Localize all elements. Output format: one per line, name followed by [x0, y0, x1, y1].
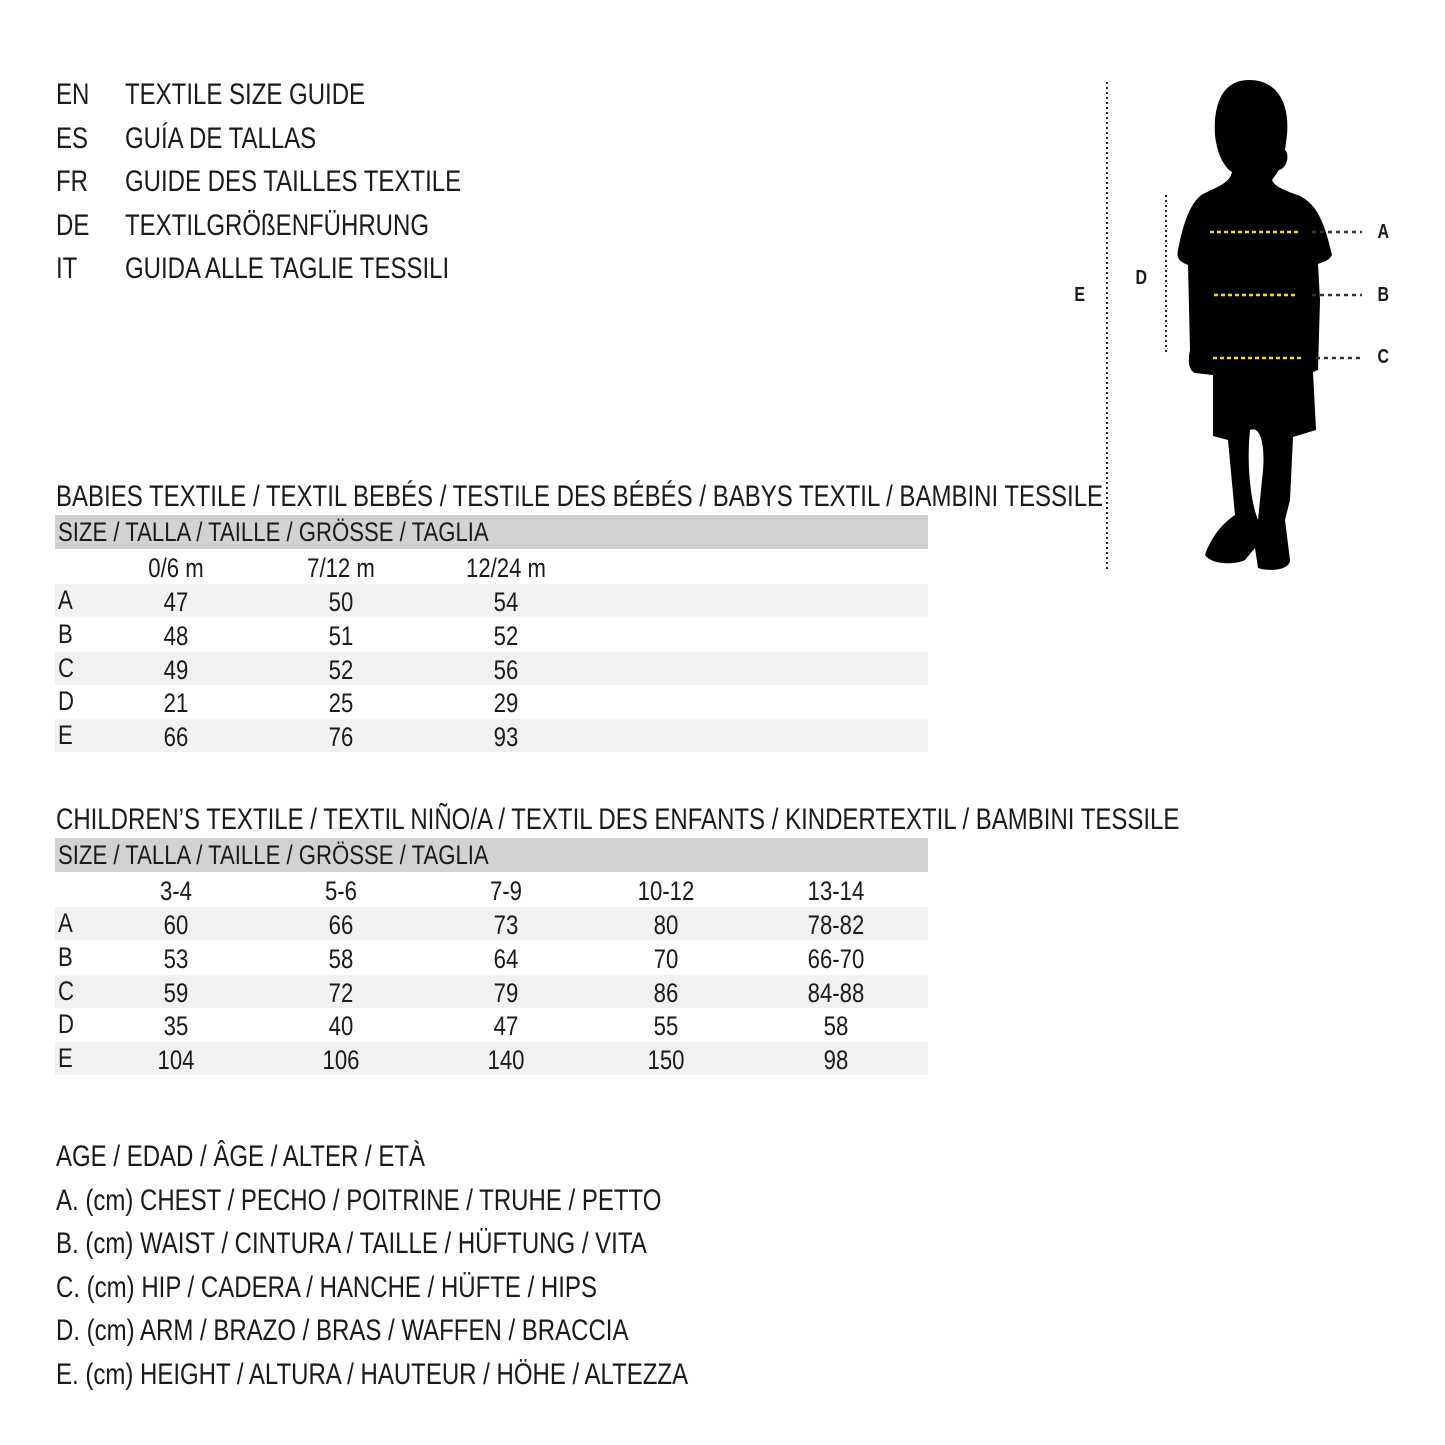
- label-b: B: [1377, 284, 1390, 306]
- table-cell: 35: [163, 1011, 189, 1042]
- table-cell: 93: [493, 722, 519, 753]
- column-header: 3-4: [159, 876, 193, 906]
- title-text: TEXTILE SIZE GUIDE: [125, 78, 366, 111]
- table-cell: 51: [328, 620, 354, 651]
- column-header: 7/12 m: [307, 553, 375, 583]
- table-cell: 40: [328, 1011, 354, 1042]
- row-label: B: [58, 618, 73, 649]
- language-code: ES: [56, 121, 89, 155]
- label-d: D: [1135, 267, 1148, 289]
- row-label: B: [58, 941, 73, 972]
- size-header-bar: [55, 515, 928, 549]
- table-cell: 106: [322, 1045, 360, 1076]
- row-label: C: [58, 652, 74, 683]
- row-label: E: [58, 720, 73, 751]
- table-cell: 66: [163, 722, 189, 753]
- table-cell: 58: [328, 943, 354, 974]
- table-cell: 48: [163, 620, 189, 651]
- table-cell: 29: [493, 688, 519, 719]
- size-label: SIZE / TALLA / TAILLE / GRÖSSE / TAGLIA: [58, 840, 489, 870]
- table-cell: 73: [493, 910, 519, 940]
- table-cell: 78-82: [807, 910, 865, 940]
- label-c: C: [1377, 346, 1390, 368]
- table-cell: 150: [647, 1045, 685, 1076]
- row-stripe: [55, 974, 928, 1008]
- row-label: E: [58, 1043, 73, 1074]
- row-stripe: [55, 1042, 928, 1076]
- size-header-bar: [55, 838, 928, 872]
- table-cell: 49: [163, 654, 189, 685]
- table-cell: 47: [493, 1011, 519, 1042]
- table-cell: 64: [493, 943, 519, 974]
- row-label: A: [58, 908, 73, 938]
- legend-item: D. (cm) ARM / BRAZO / BRAS / WAFFEN / BR…: [56, 1314, 629, 1347]
- legend-item: C. (cm) HIP / CADERA / HANCHE / HÜFTE / …: [56, 1270, 597, 1304]
- language-code: FR: [56, 165, 88, 198]
- table-cell: 104: [157, 1045, 195, 1076]
- table-cell: 66-70: [807, 943, 865, 974]
- column-header: 5-6: [324, 876, 358, 906]
- table-cell: 98: [823, 1045, 849, 1076]
- child-silhouette: [1177, 80, 1332, 570]
- label-a: A: [1377, 221, 1390, 243]
- table-cell: 25: [328, 688, 354, 719]
- row-stripe: [55, 719, 928, 753]
- table-cell: 21: [163, 688, 189, 719]
- legend-item: B. (cm) WAIST / CINTURA / TAILLE / HÜFTU…: [56, 1227, 647, 1260]
- table-cell: 52: [328, 654, 354, 685]
- row-stripe: [55, 907, 928, 940]
- section-heading: CHILDREN’S TEXTILE / TEXTIL NIÑO/A / TEX…: [56, 803, 1180, 836]
- table-cell: 84-88: [807, 977, 865, 1008]
- title-text: GUÍA DE TALLAS: [125, 121, 317, 155]
- row-label: D: [58, 1009, 74, 1040]
- table-cell: 56: [493, 654, 519, 685]
- legend-item: E. (cm) HEIGHT / ALTURA / HAUTEUR / HÖHE…: [56, 1357, 689, 1391]
- table-cell: 52: [493, 620, 519, 651]
- child-measurement-figure: [1106, 80, 1362, 570]
- title-text: TEXTILGRÖßENFÜHRUNG: [125, 208, 430, 242]
- column-header: 12/24 m: [465, 553, 547, 583]
- language-code: DE: [56, 208, 90, 242]
- table-cell: 72: [328, 977, 354, 1008]
- title-text: GUIDE DES TAILLES TEXTILE: [125, 165, 462, 198]
- row-label: D: [58, 686, 74, 717]
- row-stripe: [55, 651, 928, 685]
- legend-item: AGE / EDAD / ÂGE / ALTER / ETÀ: [56, 1140, 425, 1173]
- size-label: SIZE / TALLA / TAILLE / GRÖSSE / TAGLIA: [58, 517, 489, 547]
- table-cell: 66: [328, 910, 354, 940]
- language-code: EN: [56, 78, 90, 111]
- label-e: E: [1074, 284, 1086, 306]
- table-cell: 59: [163, 977, 189, 1008]
- column-header: 10-12: [637, 876, 695, 906]
- language-code: IT: [56, 252, 78, 285]
- table-cell: 50: [328, 587, 354, 617]
- table-cell: 140: [487, 1045, 525, 1076]
- table-cell: 76: [328, 722, 354, 753]
- table-cell: 47: [163, 587, 189, 617]
- column-header: 7-9: [489, 876, 523, 906]
- table-cell: 79: [493, 977, 519, 1008]
- row-stripe: [55, 584, 928, 617]
- table-cell: 58: [823, 1011, 849, 1042]
- table-cell: 86: [653, 977, 679, 1008]
- title-text: GUIDA ALLE TAGLIE TESSILI: [125, 252, 450, 285]
- table-cell: 55: [653, 1011, 679, 1042]
- section-heading: BABIES TEXTILE / TEXTIL BEBÉS / TESTILE …: [56, 480, 1104, 513]
- table-cell: 53: [163, 943, 189, 974]
- column-header: 0/6 m: [148, 553, 204, 583]
- row-label: A: [58, 585, 73, 615]
- table-cell: 80: [653, 910, 679, 940]
- row-label: C: [58, 975, 74, 1006]
- column-header: 13-14: [807, 876, 865, 906]
- table-cell: 70: [653, 943, 679, 974]
- table-cell: 54: [493, 587, 519, 617]
- legend-item: A. (cm) CHEST / PECHO / POITRINE / TRUHE…: [56, 1183, 662, 1217]
- table-cell: 60: [163, 910, 189, 940]
